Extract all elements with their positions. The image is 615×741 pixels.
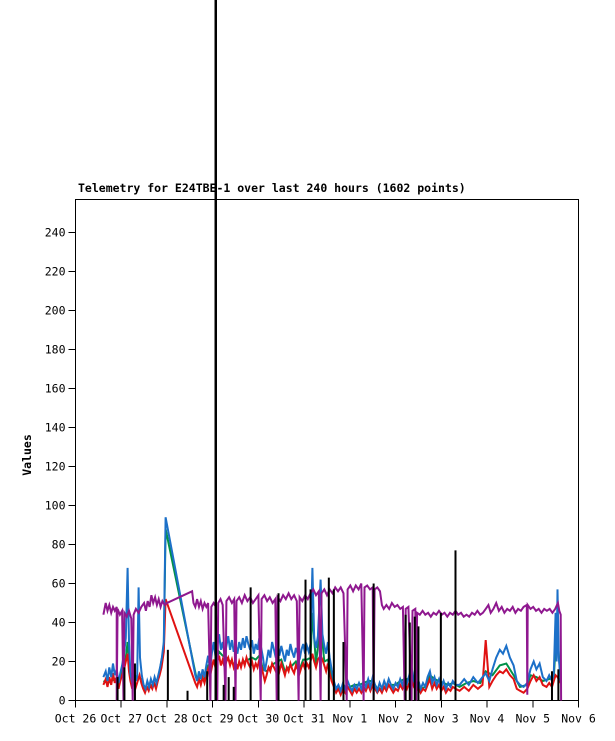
x-tick-label: Nov 5 xyxy=(515,712,550,726)
x-tick-label: Oct 28 xyxy=(146,712,188,726)
x-tick-label: Oct 31 xyxy=(283,712,325,726)
series-blue-line xyxy=(102,517,562,694)
x-tick-label: Oct 30 xyxy=(238,712,280,726)
x-tick-label: Oct 27 xyxy=(100,712,142,726)
data-series xyxy=(102,517,563,701)
x-tick-label: Nov 6 xyxy=(561,712,596,726)
y-axis-label: Values xyxy=(20,434,34,476)
x-tick-label: Nov 1 xyxy=(333,712,368,726)
plot-border xyxy=(75,199,579,701)
y-tick-label: 140 xyxy=(45,421,66,435)
y-tick-label: 240 xyxy=(45,226,66,240)
y-tick-label: 0 xyxy=(59,694,66,708)
y-tick-label: 120 xyxy=(45,460,66,474)
x-tick-label: Nov 3 xyxy=(424,712,459,726)
chart-title: Telemetry for E24TBE-1 over last 240 hou… xyxy=(78,181,466,195)
x-tick-label: Oct 26 xyxy=(55,712,97,726)
series-red xyxy=(102,598,562,698)
x-axis-ticks: Oct 26 Oct 27 Oct 28 Oct 29 Oct 30 Oct 31 Nov … xyxy=(55,700,596,726)
series-purple-line xyxy=(102,583,563,701)
series-red-line xyxy=(102,598,562,698)
y-tick-label: 80 xyxy=(52,538,66,552)
y-tick-label: 100 xyxy=(45,499,66,513)
series-blue xyxy=(102,517,562,694)
series-black-spikes xyxy=(116,550,560,701)
y-tick-label: 20 xyxy=(52,655,66,669)
y-tick-label: 220 xyxy=(45,265,66,279)
y-tick-label: 200 xyxy=(45,304,66,318)
x-tick-label: Nov 2 xyxy=(378,712,413,726)
y-axis-ticks: 0 20 40 60 80 100 120 140 160 180 200 220 240 xyxy=(45,226,76,708)
y-tick-label: 180 xyxy=(45,343,66,357)
y-tick-label: 160 xyxy=(45,382,66,396)
y-tick-label: 60 xyxy=(52,577,66,591)
y-tick-label: 40 xyxy=(52,616,66,630)
x-tick-label: Oct 29 xyxy=(192,712,234,726)
series-purple xyxy=(102,583,563,701)
x-tick-label: Nov 4 xyxy=(470,712,505,726)
